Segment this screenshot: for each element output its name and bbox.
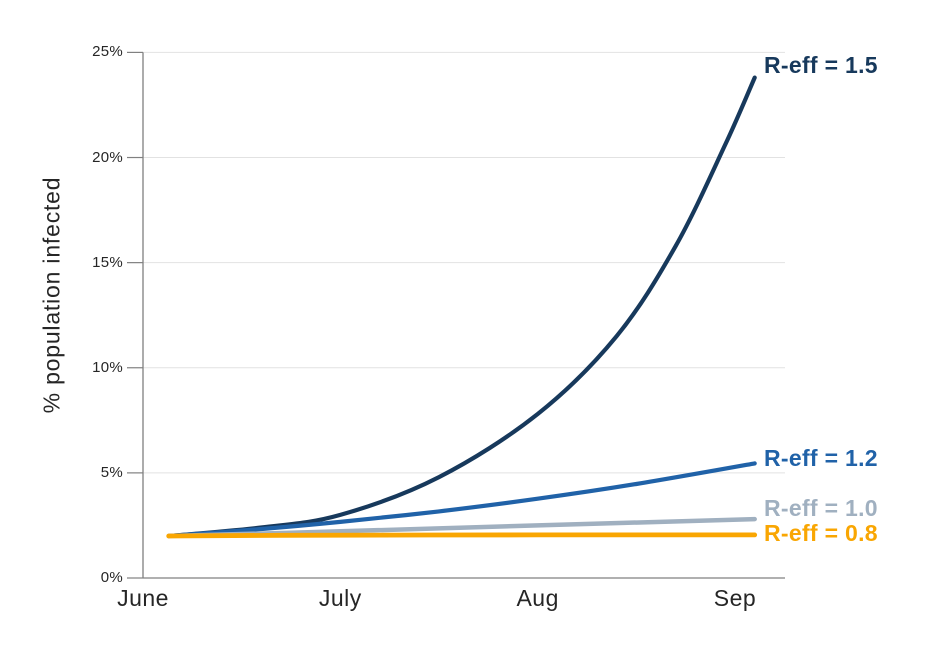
series-label-1: R-eff = 1.2 xyxy=(764,445,878,472)
y-tick-label-25%: 25% xyxy=(92,43,123,61)
x-tick-label-june: June xyxy=(117,585,169,611)
y-axis-title: % population infected xyxy=(38,176,65,414)
series-label-3: R-eff = 0.8 xyxy=(764,519,878,546)
y-tick-label-0%: 0% xyxy=(100,569,123,586)
y-tick-label-10%: 10% xyxy=(92,358,123,376)
x-tick-label-july: July xyxy=(318,585,362,611)
series-line-1 xyxy=(166,461,757,539)
y-tick-label-20%: 20% xyxy=(92,148,123,166)
series-label-0: R-eff = 1.5 xyxy=(764,51,878,78)
series-label-2: R-eff = 1.0 xyxy=(764,495,878,522)
series-line-3 xyxy=(166,532,758,539)
x-tick-label-aug: Aug xyxy=(516,585,559,611)
x-tick-label-sep: Sep xyxy=(713,585,757,611)
y-tick-label-5%: 5% xyxy=(100,463,123,481)
series-line-0 xyxy=(166,75,757,539)
y-tick-label-15%: 15% xyxy=(92,253,123,271)
